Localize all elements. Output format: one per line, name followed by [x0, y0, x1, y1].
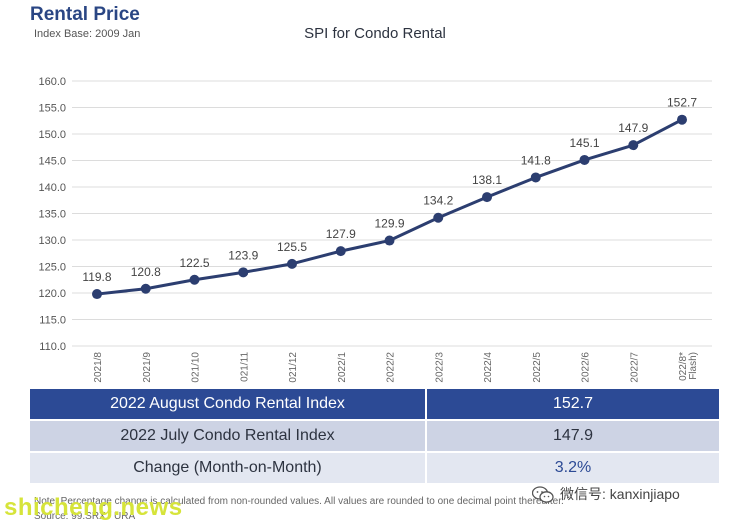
x-tick-label: 2022/2 [386, 352, 397, 383]
data-label: 138.1 [472, 173, 502, 187]
data-label: 120.8 [131, 265, 161, 279]
data-label: 147.9 [618, 121, 648, 135]
x-tick-label: 2022/7 [629, 352, 640, 383]
chart-title: SPI for Condo Rental [304, 25, 446, 42]
data-label: 123.9 [228, 248, 258, 262]
watermark-right: 微信号: kanxinjiapo [532, 484, 680, 504]
table-cell-label: 2022 July Condo Rental Index [30, 421, 425, 451]
data-point [335, 246, 346, 257]
watermark-right-text: 微信号: kanxinjiapo [560, 486, 680, 502]
x-tick-label: 2022/4 [483, 352, 494, 383]
x-tick-label: 2022/1 [337, 352, 348, 383]
data-label: 141.8 [521, 153, 551, 167]
y-tick-label: 150.0 [38, 129, 66, 141]
y-tick-label: 130.0 [38, 235, 66, 247]
y-tick-label: 145.0 [38, 156, 66, 168]
data-point [238, 267, 249, 278]
page-title: Rental Price [30, 4, 140, 25]
data-point [92, 289, 102, 300]
table-row: 2022 July Condo Rental Index 147.9 [30, 421, 719, 451]
data-point [384, 235, 395, 246]
summary-table: 2022 August Condo Rental Index 152.7 202… [30, 387, 719, 485]
table-cell-label: 2022 August Condo Rental Index [30, 389, 425, 419]
x-tick-label: 2022/3 [434, 352, 445, 383]
table-row: Change (Month-on-Month) 3.2% [30, 453, 719, 483]
y-tick-label: 160.0 [38, 76, 66, 88]
x-tick-label: 022/8*Flash) [678, 352, 699, 381]
data-point [433, 212, 444, 223]
y-tick-label: 155.0 [38, 103, 66, 115]
x-tick-label: 2022/6 [581, 352, 592, 383]
data-label: 125.5 [277, 240, 307, 254]
x-tick-label: 021/10 [191, 352, 202, 383]
x-tick-label: 021/12 [288, 352, 299, 383]
y-tick-label: 110.0 [39, 341, 66, 353]
data-point [530, 172, 541, 183]
table-row: 2022 August Condo Rental Index 152.7 [30, 389, 719, 419]
y-tick-label: 125.0 [38, 262, 66, 274]
data-point [677, 114, 687, 125]
y-tick-label: 135.0 [38, 209, 66, 221]
index-base-subtitle: Index Base: 2009 Jan [34, 28, 141, 40]
line-chart: 110.0 115.0 120.0 125.0 130.0 135.0 140.0 145.0… [38, 76, 712, 383]
y-tick-label: 140.0 [38, 182, 66, 194]
table-cell-value: 147.9 [425, 421, 719, 451]
footnote: Note: Percentage change is calculated fr… [34, 496, 564, 507]
data-point [189, 274, 200, 285]
data-point [579, 154, 590, 165]
table-cell-label: Change (Month-on-Month) [30, 453, 425, 483]
data-label: 129.9 [374, 217, 404, 231]
data-point [140, 283, 151, 294]
data-label: 127.9 [326, 227, 356, 241]
watermark-left: shicheng.news [4, 494, 183, 521]
data-point [482, 192, 492, 203]
data-label: 122.5 [179, 256, 209, 270]
data-label: 134.2 [423, 194, 453, 208]
y-tick-label: 115.0 [39, 315, 66, 327]
data-label: 119.8 [82, 270, 111, 284]
table-cell-value: 3.2% [425, 453, 719, 483]
x-tick-label: 2022/5 [532, 352, 543, 383]
data-label: 152.7 [667, 96, 697, 110]
table-cell-value: 152.7 [425, 389, 719, 419]
x-tick-label: 2021/9 [142, 352, 153, 383]
y-tick-label: 120.0 [38, 288, 66, 300]
wechat-icon [532, 486, 554, 504]
x-tick-label: 021/11 [239, 352, 250, 382]
x-tick-label: 2021/8 [93, 352, 104, 383]
data-point [628, 140, 639, 151]
source-note: Source: 99.SRX / URA [34, 511, 136, 522]
data-label: 145.1 [569, 136, 599, 150]
data-point [287, 258, 297, 269]
